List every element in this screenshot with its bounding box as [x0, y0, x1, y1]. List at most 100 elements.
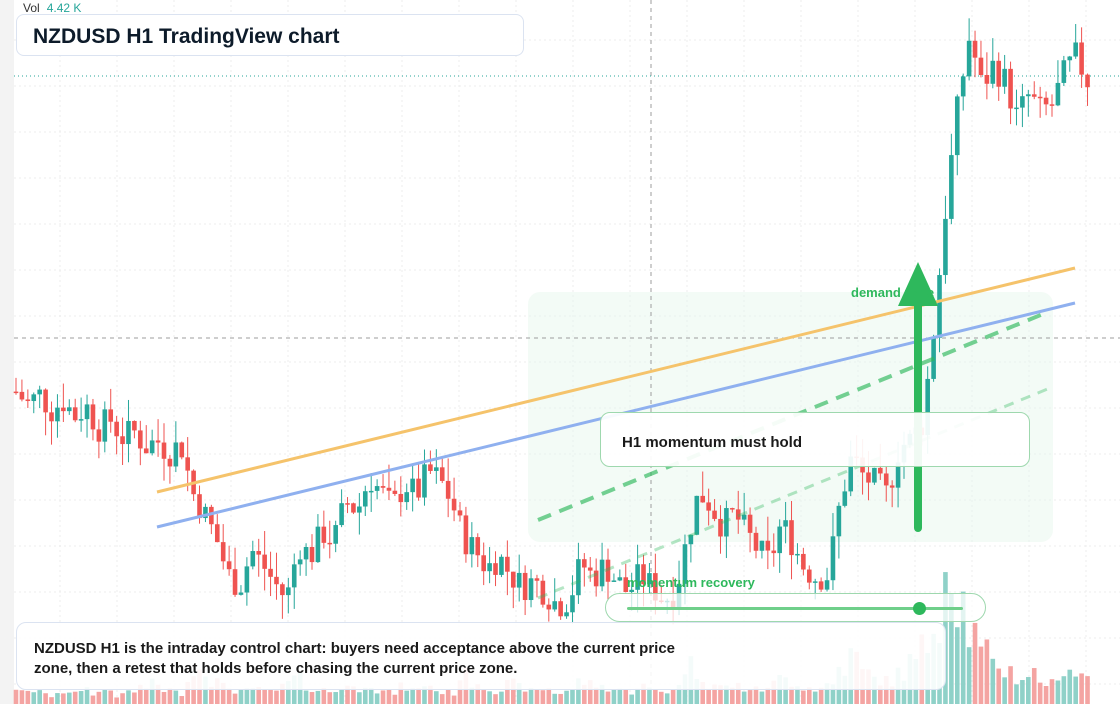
- volume-bar: [286, 681, 291, 704]
- candle-down: [540, 580, 546, 605]
- volume-bar: [416, 688, 421, 704]
- candle-up: [611, 580, 617, 582]
- candle-up: [759, 540, 765, 551]
- volume-bar: [220, 682, 226, 704]
- candle-up: [688, 534, 694, 545]
- volume-bar: [706, 688, 711, 704]
- momentum-slider[interactable]: [605, 593, 986, 622]
- candle-up: [404, 492, 410, 503]
- candle-up: [339, 503, 344, 526]
- candle-down: [1037, 96, 1043, 99]
- volume-bar: [824, 683, 830, 704]
- candle-up: [564, 612, 569, 617]
- candle-up: [682, 544, 688, 584]
- candle-up: [374, 486, 380, 491]
- volume-bar: [623, 689, 629, 704]
- volume-bar: [670, 689, 676, 704]
- volume-bar: [801, 690, 806, 704]
- volume-bar: [984, 639, 990, 704]
- volume-bar: [528, 688, 534, 704]
- volume-bar: [1055, 680, 1061, 704]
- candle-down: [801, 553, 806, 570]
- volume-bar: [700, 682, 706, 704]
- candle-down: [392, 490, 398, 494]
- candle-up: [895, 462, 901, 488]
- volume-bar: [61, 693, 66, 704]
- candle-down: [138, 430, 143, 449]
- candle-down: [380, 486, 386, 488]
- volume-bar: [445, 689, 451, 704]
- volume-bar: [960, 591, 966, 704]
- volume-bar: [1085, 676, 1090, 704]
- volume-bar: [155, 684, 161, 704]
- volume-bar: [647, 687, 652, 704]
- candle-down: [185, 457, 190, 471]
- candle-up: [966, 40, 972, 77]
- volume-bar: [238, 689, 244, 704]
- volume-bar: [552, 693, 558, 704]
- slider-knob[interactable]: [912, 602, 926, 615]
- candle-up: [203, 506, 208, 519]
- candle-down: [653, 573, 658, 601]
- candle-down: [481, 555, 486, 572]
- volume-bar: [392, 694, 398, 704]
- candle-down: [1079, 42, 1084, 75]
- volume-bar: [718, 685, 723, 704]
- demand-zone-label: demand zone: [851, 285, 935, 300]
- candle-up: [830, 536, 836, 581]
- volume-bar: [576, 678, 581, 704]
- candle-down: [883, 473, 889, 486]
- volume-bar: [806, 687, 812, 704]
- volume-bar: [795, 686, 800, 704]
- momentum-callout-text: H1 momentum must hold: [622, 434, 803, 451]
- candle-down: [155, 440, 161, 443]
- volume-bar: [386, 689, 392, 704]
- candle-down: [730, 508, 735, 510]
- volume-bar: [244, 688, 250, 704]
- left-margin: [0, 0, 14, 704]
- candle-up: [777, 526, 782, 554]
- volume-bar: [818, 687, 824, 704]
- candle-down: [232, 569, 238, 595]
- momentum-callout[interactable]: H1 momentum must hold: [600, 412, 1030, 467]
- candles: [13, 18, 1090, 625]
- volume-bar: [747, 690, 753, 704]
- candle-up: [84, 404, 90, 420]
- volume-bar: [954, 627, 960, 704]
- volume-bar: [516, 683, 522, 704]
- volume-bar: [321, 687, 327, 704]
- volume-bar: [428, 685, 433, 704]
- volume-bar: [481, 690, 486, 704]
- candle-down: [179, 442, 185, 458]
- candle-up: [1002, 68, 1007, 87]
- volume-bar: [214, 678, 220, 704]
- volume-bar: [1020, 680, 1025, 704]
- candle-up: [925, 378, 930, 436]
- volume-bar: [232, 693, 238, 704]
- title-card: NZDUSD H1 TradingView chart: [16, 14, 524, 56]
- candle-up: [303, 547, 309, 560]
- candle-down: [546, 604, 552, 610]
- candle-down: [522, 572, 528, 601]
- volume-bar: [1079, 673, 1084, 704]
- volume-bar: [439, 694, 445, 704]
- volume-bar: [31, 692, 37, 704]
- volume-bar: [493, 694, 498, 704]
- candle-up: [1020, 96, 1025, 108]
- candle-down: [256, 551, 262, 555]
- candle-up: [102, 409, 108, 442]
- volume-bar: [84, 687, 90, 704]
- volume-bar: [226, 688, 232, 704]
- candle-up: [836, 505, 842, 537]
- volume-bar: [132, 692, 137, 704]
- candle-down: [1031, 94, 1037, 97]
- candle-up: [149, 440, 155, 454]
- candle-down: [398, 493, 404, 503]
- candle-down: [1043, 97, 1049, 105]
- volume-bar: [1049, 679, 1055, 704]
- volume-bar: [593, 687, 599, 704]
- volume-bar: [55, 693, 60, 704]
- volume-value: 4.42 K: [46, 1, 82, 15]
- volume-bar: [368, 687, 374, 704]
